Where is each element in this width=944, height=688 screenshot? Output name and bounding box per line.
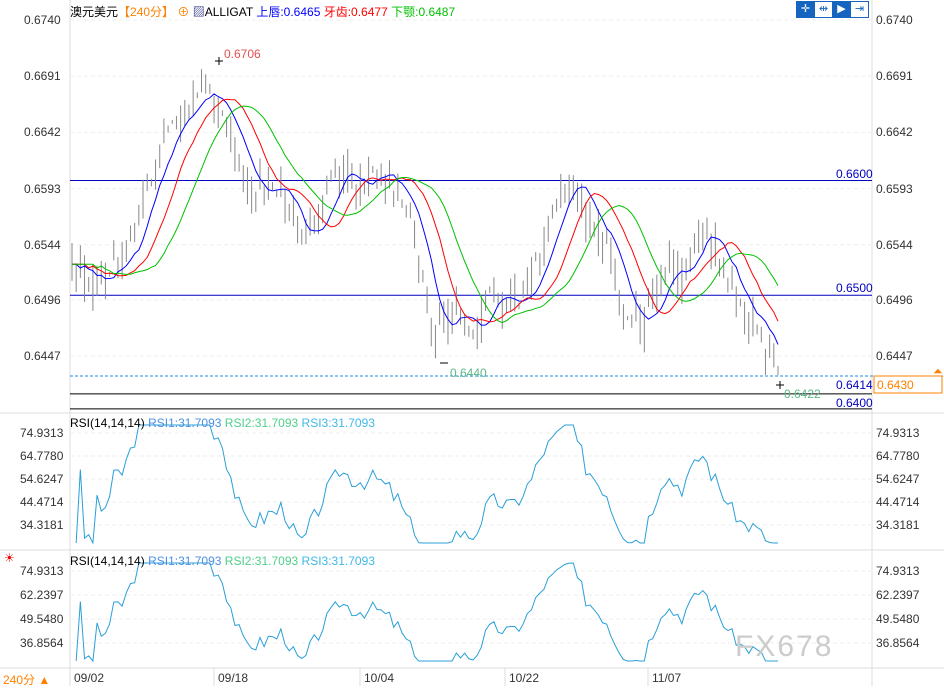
period-selector[interactable]: 240分 ▲ xyxy=(3,673,51,687)
rsi-tick-left: 44.4714 xyxy=(20,495,64,509)
price-tick-left: 0.6544 xyxy=(24,237,61,252)
rsi-tick-left: 64.7780 xyxy=(20,449,64,463)
price-tick-right: 0.6691 xyxy=(876,69,913,84)
rsi-tick-left: 49.5480 xyxy=(20,612,64,626)
price-tick-left: 0.6496 xyxy=(24,292,61,307)
price-tick-right: 0.6447 xyxy=(876,349,913,363)
jaw-value: 下颚:0.6487 xyxy=(391,5,456,19)
rsi-tick-right: 34.3181 xyxy=(876,518,920,532)
price-tick-left: 0.6447 xyxy=(24,349,61,363)
jaw-line xyxy=(72,105,779,324)
rsi1-header: RSI(14,14,14) RSI1:31.7093 RSI2:31.7093 … xyxy=(70,416,375,430)
scroll-right-icon[interactable]: ⇥ xyxy=(850,1,869,18)
low-marker xyxy=(776,381,784,389)
price-tick-left: 0.6740 xyxy=(24,13,61,27)
rsi-tick-left: 54.6247 xyxy=(20,472,64,486)
indicator-icon[interactable]: ▨ xyxy=(192,5,205,19)
rsi-line xyxy=(75,424,778,545)
rsi-tick-right: 44.4714 xyxy=(876,495,920,509)
x-axis-label: 10/04 xyxy=(364,671,395,685)
rsi-tick-right: 74.9313 xyxy=(876,564,920,578)
rsi-tick-left: 74.9313 xyxy=(20,426,64,440)
sun-icon[interactable]: ☀ xyxy=(4,551,15,565)
price-tick-right: 0.6740 xyxy=(876,13,913,27)
teeth-line xyxy=(72,98,779,323)
rsi2-header: RSI(14,14,14) RSI1:31.7093 RSI2:31.7093 … xyxy=(70,554,375,568)
x-axis-label: 10/22 xyxy=(509,671,540,685)
cursor-icon[interactable]: ▶ xyxy=(832,1,851,18)
high-label: 0.6706 xyxy=(224,47,261,61)
add-icon[interactable]: ⊕ xyxy=(174,5,193,19)
low-label: 0.6422 xyxy=(784,387,821,401)
level-label: 0.6600 xyxy=(836,166,873,181)
level-label: 0.6400 xyxy=(836,395,873,410)
rsi-tick-left: 62.2397 xyxy=(20,587,64,602)
price-tick-right: 0.6642 xyxy=(876,125,913,140)
price-tick-right: 0.6496 xyxy=(876,292,913,307)
rsi-tick-right: 36.8564 xyxy=(876,636,920,650)
rsi-tick-right: 62.2397 xyxy=(876,587,920,602)
lips-line xyxy=(72,93,779,345)
watermark: FX678 xyxy=(735,630,834,663)
price-tick-left: 0.6642 xyxy=(24,125,61,140)
symbol-label: 澳元美元 xyxy=(70,5,119,19)
price-tick-left: 0.6691 xyxy=(24,69,61,84)
rsi-tick-right: 74.9313 xyxy=(876,426,920,440)
rsi-tick-right: 49.5480 xyxy=(876,612,920,626)
current-price-label: 0.6430 xyxy=(877,378,914,392)
rsi-tick-left: 36.8564 xyxy=(20,636,64,650)
price-tick-right: 0.6593 xyxy=(876,181,913,196)
header: 澳元美元【240分】 ⊕ ▨ALLIGAT 上唇:0.6465 牙齿:0.647… xyxy=(70,3,455,20)
x-axis-label: 11/07 xyxy=(652,671,682,685)
teeth-value: 牙齿:0.6477 xyxy=(323,5,388,19)
crosshair-icon[interactable]: ✛ xyxy=(796,1,815,18)
rsi-tick-left: 34.3181 xyxy=(20,518,64,532)
level-label: 0.6414 xyxy=(836,377,873,392)
price-tick-left: 0.6593 xyxy=(24,181,61,196)
indicator-label: ALLIGAT xyxy=(204,5,253,19)
rsi-line xyxy=(75,562,778,663)
rsi-tick-left: 74.9313 xyxy=(20,564,64,578)
price-tick-right: 0.6544 xyxy=(876,237,913,252)
zoom-range-icon[interactable]: ⇹ xyxy=(814,1,833,18)
high-marker xyxy=(215,57,223,65)
x-axis-label: 09/02 xyxy=(74,671,105,685)
rsi-tick-right: 54.6247 xyxy=(876,472,920,486)
current-price-box xyxy=(873,375,943,394)
level-label: 0.6500 xyxy=(836,281,873,296)
x-axis-label: 09/18 xyxy=(218,671,249,685)
rsi-tick-right: 64.7780 xyxy=(876,449,920,463)
lips-value: 上唇:0.6465 xyxy=(256,5,321,19)
period-label[interactable]: 【240分】 xyxy=(118,5,175,19)
scroll-up-icon: ⏶ xyxy=(933,364,943,378)
low-label: 0.6440 xyxy=(450,366,487,380)
